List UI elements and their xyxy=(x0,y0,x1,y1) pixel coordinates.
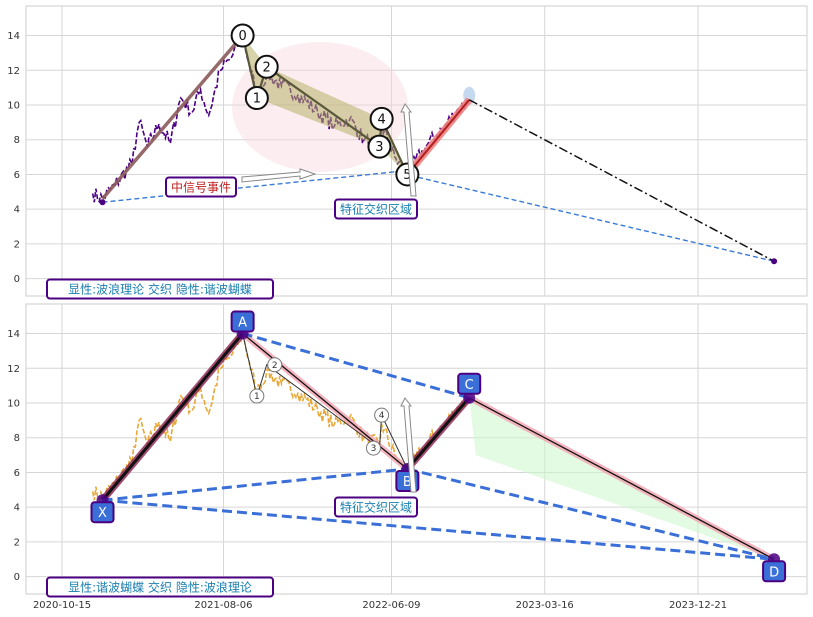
harmonic-leg xyxy=(406,396,471,470)
harmonic-dash xyxy=(102,467,408,502)
inner-wave-marker xyxy=(365,440,381,456)
footer-label-bottom: 显性:谐波蝴蝶 交织 隐性:波浪理论 xyxy=(68,580,252,595)
end-dot xyxy=(771,258,778,265)
harmonic-leg-thin xyxy=(468,397,775,560)
x-tick-label: 2021-08-06 xyxy=(194,600,252,611)
harmonic-point-box xyxy=(90,501,115,524)
feature-zone-label-top-box xyxy=(334,198,418,220)
wave-point-marker xyxy=(369,106,394,131)
wave-band xyxy=(242,35,408,175)
y-tick-label: 4 xyxy=(14,503,20,514)
y-tick-label: 2 xyxy=(14,537,20,548)
wave-point-marker xyxy=(230,23,255,48)
harmonic-point-label: A xyxy=(238,316,247,331)
plot-area-top xyxy=(25,5,808,297)
x-tick-label: 2020-10-15 xyxy=(33,600,91,611)
y-tick-label: 0 xyxy=(14,572,20,583)
y-tick-label: 2 xyxy=(14,239,20,250)
wave-point-marker xyxy=(244,86,269,111)
wave-leg-brown xyxy=(101,34,244,200)
inner-wave-marker xyxy=(249,388,265,404)
wave-point-label: 1 xyxy=(253,92,261,107)
harmonic-dash xyxy=(102,498,775,561)
y-tick-label: 0 xyxy=(14,274,20,285)
harmonic-point-label: D xyxy=(769,565,779,580)
x-tick-label: 2023-03-16 xyxy=(516,600,574,611)
wave-point-label: 3 xyxy=(375,140,383,155)
harmonic-point-label: C xyxy=(465,378,474,393)
feature-zone-arrow-bottom xyxy=(400,397,417,493)
harmonic-dash xyxy=(242,332,470,400)
inner-wave-label: 4 xyxy=(379,411,385,421)
base-dash-2 xyxy=(394,171,775,262)
footer-label-top: 显性:波浪理论 交织 隐性:谐波蝴蝶 xyxy=(68,282,252,297)
y-tick-label: 8 xyxy=(14,433,20,444)
footer-label-top-box xyxy=(46,278,274,300)
harmonic-point-label: X xyxy=(98,506,107,521)
harmonic-point-box xyxy=(762,560,787,583)
mid-signal-label-box xyxy=(165,176,237,198)
y-tick-label: 14 xyxy=(7,329,20,340)
harmonic-point-label: B xyxy=(403,475,412,490)
y-tick-label: 10 xyxy=(7,398,20,409)
inner-wave-marker xyxy=(374,407,390,423)
y-tick-label: 14 xyxy=(7,31,20,42)
wave-point-label: 4 xyxy=(378,112,386,127)
inner-wave-label: 3 xyxy=(371,444,377,454)
wave-point-label: 2 xyxy=(263,60,271,75)
y-tick-label: 4 xyxy=(14,205,20,216)
y-tick-label: 12 xyxy=(7,364,20,375)
plot-area-bottom xyxy=(25,303,808,595)
harmonic-leg xyxy=(101,332,244,502)
inner-wave-label: 1 xyxy=(254,392,260,402)
inner-wave-path xyxy=(242,333,408,470)
mid-signal-arrow xyxy=(241,168,317,183)
x-tick-label: 2022-06-09 xyxy=(362,600,420,611)
feature-zone-label-top: 特征交织区域 xyxy=(340,202,412,217)
harmonic-point-box xyxy=(230,310,255,333)
wave-point-label: 5 xyxy=(403,168,411,183)
harmonic-point-box xyxy=(457,372,482,395)
inner-wave-label: 2 xyxy=(272,361,278,371)
x-tick-label: 2023-12-21 xyxy=(669,600,727,611)
y-tick-label: 12 xyxy=(7,66,20,77)
y-tick-label: 6 xyxy=(14,170,20,181)
rise-leg-core xyxy=(406,99,470,176)
footer-label-bottom-box xyxy=(46,576,274,598)
y-tick-label: 10 xyxy=(7,100,20,111)
inner-wave-marker xyxy=(267,357,283,373)
projection-line xyxy=(468,99,775,262)
harmonic-dash xyxy=(407,467,775,561)
base-dash-1 xyxy=(102,171,395,203)
feature-zone-label-bottom: 特征交织区域 xyxy=(340,500,412,515)
wave-point-label: 0 xyxy=(238,29,246,44)
mid-signal-label: 中信号事件 xyxy=(171,180,231,195)
y-tick-label: 6 xyxy=(14,468,20,479)
wave-point-marker xyxy=(254,54,279,79)
feature-zone-arrow-top xyxy=(400,103,417,197)
y-tick-label: 8 xyxy=(14,135,20,146)
wave-point-marker xyxy=(367,134,392,159)
feature-zone-label-bottom-box xyxy=(334,496,418,518)
start-dot xyxy=(99,199,106,206)
